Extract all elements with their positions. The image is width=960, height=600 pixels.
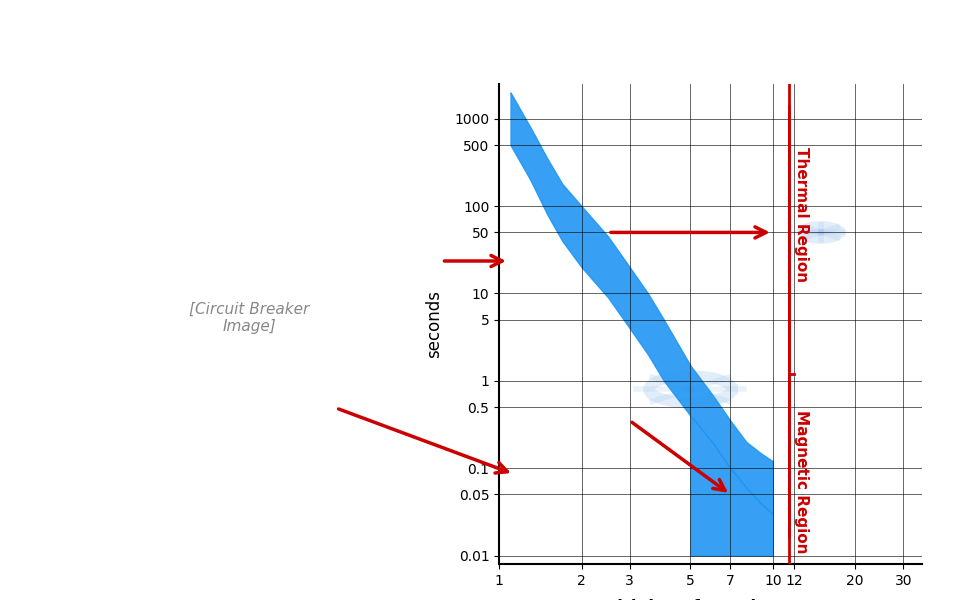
Text: Tripping Curves of Circuit Breaker: Tripping Curves of Circuit Breaker	[134, 19, 826, 53]
Text: Thermal Region: Thermal Region	[794, 147, 808, 282]
Text: [Circuit Breaker
Image]: [Circuit Breaker Image]	[189, 302, 310, 334]
Text: Magnetic Region: Magnetic Region	[794, 410, 808, 553]
X-axis label: Multiples of rated current: Multiples of rated current	[589, 599, 831, 600]
Y-axis label: seconds: seconds	[425, 290, 444, 358]
